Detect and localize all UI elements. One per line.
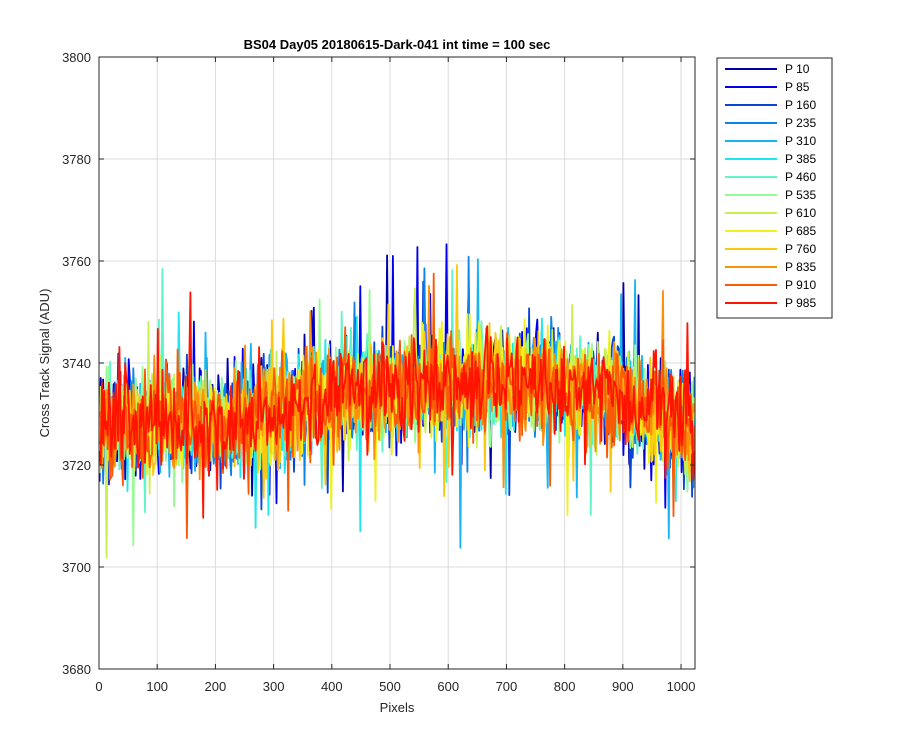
x-tick-label: 300 — [263, 679, 285, 694]
chart-title: BS04 Day05 20180615-Dark-041 int time = … — [244, 37, 551, 52]
y-tick-label: 3740 — [62, 356, 91, 371]
legend-label: P 235 — [785, 116, 816, 130]
x-tick-label: 400 — [321, 679, 343, 694]
x-axis-label: Pixels — [380, 700, 415, 715]
x-tick-label: 900 — [612, 679, 634, 694]
x-tick-label: 200 — [205, 679, 227, 694]
legend-box — [716, 57, 833, 319]
y-tick-label: 3760 — [62, 254, 91, 269]
series-lines — [98, 243, 696, 559]
legend-label: P 535 — [785, 188, 816, 202]
x-tick-label: 600 — [437, 679, 459, 694]
legend-label: P 160 — [785, 98, 816, 112]
x-tick-label: 100 — [146, 679, 168, 694]
legend-label: P 910 — [785, 278, 816, 292]
x-tick-label: 500 — [379, 679, 401, 694]
legend-label: P 685 — [785, 224, 816, 238]
ticks: 0 100 200 300 400 500 600 700 800 900 1000 3680 3700… — [62, 50, 695, 694]
x-tick-label: 700 — [496, 679, 518, 694]
plot-area: 0 100 200 300 400 500 600 700 800 900 1000 3680 3700… — [62, 50, 696, 694]
legend-label: P 10 — [785, 62, 810, 76]
y-tick-label: 3800 — [62, 50, 91, 65]
series-line — [98, 291, 696, 519]
legend-label: P 385 — [785, 152, 816, 166]
y-tick-label: 3780 — [62, 152, 91, 167]
legend-label: P 835 — [785, 260, 816, 274]
y-tick-label: 3720 — [62, 458, 91, 473]
legend-label: P 460 — [785, 170, 816, 184]
x-tick-label: 0 — [95, 679, 102, 694]
x-tick-label: 1000 — [667, 679, 696, 694]
legend-label: P 985 — [785, 296, 816, 310]
x-tick-label: 800 — [554, 679, 576, 694]
y-tick-label: 3700 — [62, 560, 91, 575]
legend-label: P 610 — [785, 206, 816, 220]
legend-label: P 85 — [785, 80, 810, 94]
legend-label: P 760 — [785, 242, 816, 256]
y-axis-label: Cross Track Signal (ADU) — [37, 289, 52, 438]
y-tick-label: 3680 — [62, 662, 91, 677]
legend-label: P 310 — [785, 134, 816, 148]
legend: P 10 P 85 P 160 P 235 P 310 P 385 P 460 P 535 P … — [716, 57, 833, 319]
